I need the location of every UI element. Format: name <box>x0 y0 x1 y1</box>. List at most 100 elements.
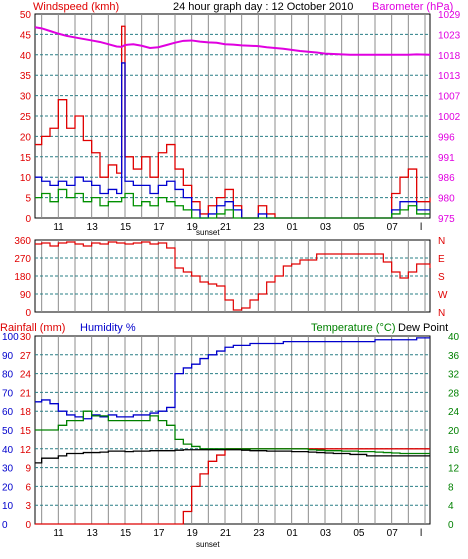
windspeed-tick-label: 15 <box>20 153 32 164</box>
compass-tick-label: N <box>438 308 445 319</box>
temperature-tick-label: 36 <box>448 351 460 362</box>
temperature-tick-label: 40 <box>448 332 460 343</box>
rainfall-tick-label: 6 <box>25 482 31 493</box>
temperature-tick-label: 4 <box>448 501 454 512</box>
series-direction-line <box>35 241 431 311</box>
x-tick-label: 23 <box>253 222 265 233</box>
rainfall-tick-label: 30 <box>20 332 32 343</box>
x-tick-label: 11 <box>53 222 64 233</box>
rainfall-tick-label: 18 <box>20 407 32 418</box>
compass-tick-label: S <box>438 272 445 283</box>
temperature-tick-label: 8 <box>448 482 454 493</box>
windspeed-tick-label: 10 <box>20 173 32 184</box>
barometer-tick-label: 991 <box>438 153 455 164</box>
x-tick-label: 21 <box>220 222 232 233</box>
series-barometer-line <box>34 26 431 56</box>
humidity-tick-label: 100 <box>2 332 19 343</box>
series-humidity-line <box>35 337 430 420</box>
series-dewpoint-line <box>35 449 430 464</box>
windspeed-tick-label: 45 <box>20 30 32 41</box>
rainfall-tick-label: 3 <box>25 501 31 512</box>
barometer-tick-label: 975 <box>438 214 455 225</box>
temperature-tick-label: 12 <box>448 464 460 475</box>
barometer-tick-label: 1013 <box>438 71 461 82</box>
x-tick-label: 05 <box>353 528 365 539</box>
rainfall-tick-label: 9 <box>25 464 31 475</box>
barometer-tick-label: 1002 <box>438 112 461 123</box>
x-tick-label: 19 <box>187 528 199 539</box>
chart-title: 24 hour graph day : 12 October 2010 <box>173 1 353 13</box>
temperature-axis-title: Temperature (°C) <box>311 322 395 334</box>
temperature-tick-label: 28 <box>448 388 460 399</box>
humidity-tick-label: 70 <box>2 388 14 399</box>
compass-tick-label: N <box>438 236 445 247</box>
direction-tick-label: 270 <box>14 254 31 265</box>
barometer-tick-label: 1007 <box>438 92 461 103</box>
barometer-tick-label: 1018 <box>438 51 461 62</box>
x-tick-label: 15 <box>120 222 132 233</box>
x-tick-label: 07 <box>387 528 399 539</box>
compass-tick-label: E <box>438 254 445 265</box>
rainfall-tick-label: 15 <box>20 426 32 437</box>
humidity-tick-label: 60 <box>2 407 14 418</box>
humidity-tick-label: 20 <box>2 482 14 493</box>
rainfall-tick-label: 0 <box>25 520 31 531</box>
direction-tick-label: 0 <box>25 308 31 319</box>
compass-tick-label: W <box>438 290 448 301</box>
x-tick-label: l <box>420 528 422 539</box>
rainfall-tick-label: 12 <box>20 445 32 456</box>
windspeed-tick-label: 20 <box>20 132 32 143</box>
humidity-tick-label: 50 <box>2 426 14 437</box>
x-tick-label: 19 <box>187 222 199 233</box>
barometer-tick-label: 980 <box>438 194 455 205</box>
humidity-axis-title: Humidity % <box>80 322 136 334</box>
x-tick-label: 01 <box>287 222 299 233</box>
dewpoint-axis-title: Dew Point <box>398 322 448 334</box>
x-tick-label: 03 <box>320 222 332 233</box>
rainfall-tick-label: 24 <box>20 370 32 381</box>
windspeed-axis-title: Windspeed (kmh) <box>33 1 119 13</box>
temperature-tick-label: 20 <box>448 426 460 437</box>
humidity-tick-label: 40 <box>2 445 14 456</box>
windspeed-tick-label: 0 <box>25 214 31 225</box>
barometer-tick-label: 986 <box>438 173 455 184</box>
x-tick-label: 01 <box>287 528 299 539</box>
rainfall-axis-title: Rainfall (mm) <box>0 322 65 334</box>
temperature-tick-label: 32 <box>448 370 460 381</box>
humidity-tick-label: 30 <box>2 464 14 475</box>
sunset-label-bottom: sunset <box>196 540 220 549</box>
direction-tick-label: 90 <box>20 290 32 301</box>
x-tick-label: 17 <box>153 528 165 539</box>
x-tick-label: 03 <box>320 528 332 539</box>
temperature-tick-label: 16 <box>448 445 460 456</box>
x-tick-label: 13 <box>87 528 99 539</box>
windspeed-tick-label: 30 <box>20 92 32 103</box>
temperature-tick-label: 0 <box>448 520 454 531</box>
windspeed-tick-label: 50 <box>20 10 32 21</box>
x-tick-label: 13 <box>87 222 99 233</box>
barometer-axis-title: Barometer (hPa) <box>372 1 453 13</box>
windspeed-tick-label: 25 <box>20 112 32 123</box>
series-rainfall-line <box>35 448 430 525</box>
windspeed-tick-label: 5 <box>25 194 31 205</box>
x-tick-label: 17 <box>153 222 165 233</box>
x-tick-label: 23 <box>253 528 265 539</box>
x-tick-label: 21 <box>220 528 232 539</box>
barometer-tick-label: 1029 <box>438 10 461 21</box>
rainfall-tick-label: 21 <box>20 388 32 399</box>
direction-tick-label: 360 <box>14 236 31 247</box>
series-temperature-line <box>35 410 430 455</box>
humidity-tick-label: 10 <box>2 501 14 512</box>
direction-tick-label: 180 <box>14 272 31 283</box>
series-average-line <box>35 188 430 219</box>
x-tick-label: 11 <box>53 528 64 539</box>
temperature-tick-label: 24 <box>448 407 460 418</box>
windspeed-tick-label: 35 <box>20 71 32 82</box>
barometer-tick-label: 996 <box>438 132 455 143</box>
x-tick-label: l <box>420 222 422 233</box>
windspeed-tick-label: 40 <box>20 51 32 62</box>
sunset-label-top: sunset <box>196 228 220 237</box>
x-tick-label: 15 <box>120 528 132 539</box>
